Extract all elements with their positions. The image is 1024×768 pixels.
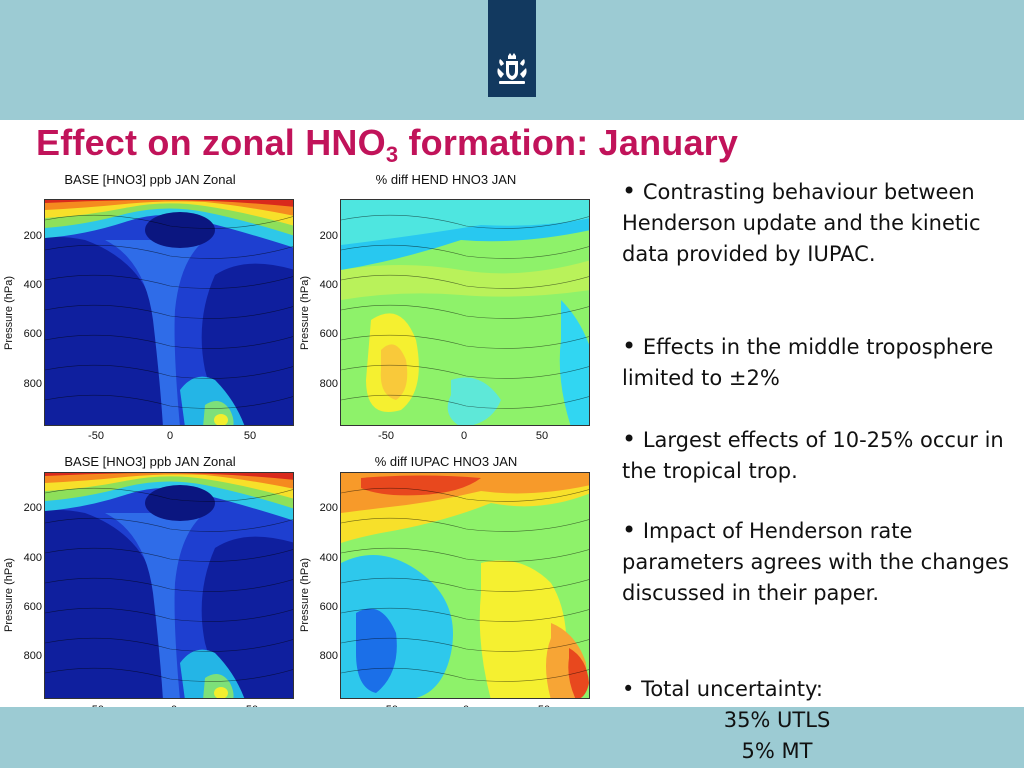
x-tick: 50 [243, 430, 257, 442]
panel-hend-top: % diff HEND HNO3 JAN Pressure (hPa) 200 … [296, 168, 596, 448]
panel-title: BASE [HNO3] ppb JAN Zonal [64, 454, 236, 469]
panel-title: BASE [HNO3] ppb JAN Zonal [64, 172, 236, 187]
y-axis-label: Pressure (hPa) [3, 276, 15, 350]
y-tick: 200 [319, 502, 338, 514]
x-tick: -50 [378, 430, 394, 442]
panel-base-bottom: BASE [HNO3] ppb JAN Zonal Pressure (hPa)… [0, 450, 300, 730]
y-tick: 800 [23, 650, 42, 662]
y-tick: 400 [319, 552, 338, 564]
figure: BASE [HNO3] ppb JAN Zonal Pressure (hPa)… [0, 168, 612, 740]
y-axis-label: Pressure (hPa) [3, 558, 15, 632]
coat-of-arms-icon [497, 53, 527, 84]
bullet-item: • Largest effects of 10-25% occur in the… [622, 425, 1004, 483]
y-tick: 800 [319, 378, 338, 390]
uncertainty-label: • Total uncertainty: [622, 677, 823, 701]
uncertainty-mt: 5% MT [741, 739, 813, 763]
bullet-item: • Effects in the middle troposphere limi… [622, 332, 994, 390]
contour-plot [340, 199, 590, 426]
y-tick: 200 [23, 230, 42, 242]
x-tick: 0 [460, 430, 468, 442]
y-tick: 600 [23, 601, 42, 613]
y-axis-label: Pressure (hPa) [299, 276, 311, 350]
y-tick: 600 [319, 328, 338, 340]
x-tick: 50 [535, 430, 549, 442]
bullet-item: • Contrasting behaviour between Henderso… [622, 177, 981, 266]
y-tick: 800 [23, 378, 42, 390]
y-tick: 800 [319, 650, 338, 662]
y-tick: 600 [23, 328, 42, 340]
panel-base-top: BASE [HNO3] ppb JAN Zonal Pressure (hPa)… [0, 168, 300, 448]
y-axis-label: Pressure (hPa) [299, 558, 311, 632]
logo [488, 0, 536, 97]
footer-band [0, 707, 1024, 768]
y-tick: 200 [23, 502, 42, 514]
contour-plot [44, 472, 294, 699]
uncertainty-block: • Total uncertainty: 35% UTLS 5% MT [622, 674, 922, 767]
x-tick: 0 [166, 430, 174, 442]
y-tick: 200 [319, 230, 338, 242]
y-tick: 400 [23, 279, 42, 291]
contour-plot [44, 199, 294, 426]
y-tick: 400 [319, 279, 338, 291]
slide-title: Effect on zonal HNO3 formation: January [36, 122, 739, 167]
x-tick: -50 [88, 430, 104, 442]
panel-iupac-bottom: % diff IUPAC HNO3 JAN Pressure (hPa) 200… [296, 450, 596, 730]
bullet-item: • Impact of Henderson rate parameters ag… [622, 516, 1009, 605]
contour-plot [340, 472, 590, 699]
panel-title: % diff HEND HNO3 JAN [375, 172, 517, 187]
panel-title: % diff IUPAC HNO3 JAN [374, 454, 518, 469]
uncertainty-utls: 35% UTLS [723, 708, 831, 732]
y-tick: 600 [319, 601, 338, 613]
y-tick: 400 [23, 552, 42, 564]
